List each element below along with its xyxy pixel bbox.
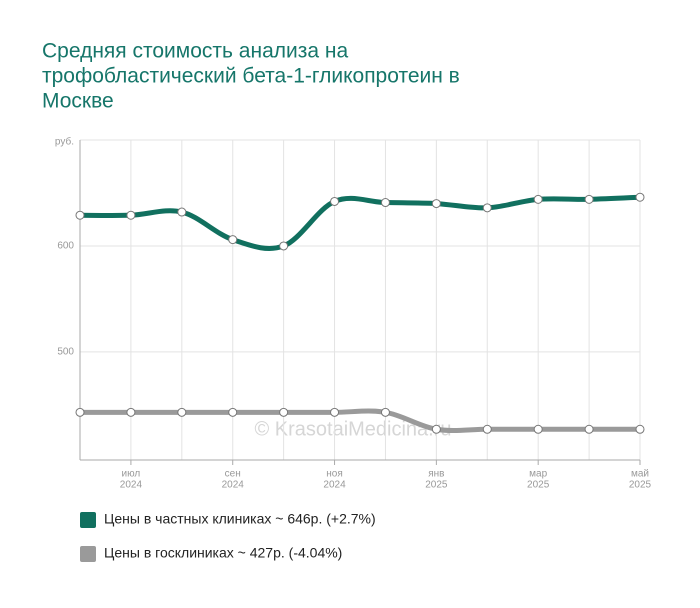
x-tick-label: мар <box>529 469 547 480</box>
point <box>482 203 492 213</box>
point <box>380 198 390 208</box>
point <box>533 424 543 434</box>
x-tick-label: сен <box>225 469 241 480</box>
point <box>330 196 340 206</box>
point <box>431 424 441 434</box>
point <box>533 194 543 204</box>
chart-title: Средняя стоимость анализа на <box>42 40 348 63</box>
x-tick-label: ноя <box>326 469 343 480</box>
x-tick-label: май <box>631 469 649 480</box>
point <box>228 235 238 245</box>
legend-label: Цены в частных клиниках ~ 646р. (+2.7%) <box>104 511 376 527</box>
x-tick-label: 2025 <box>629 480 652 491</box>
y-axis-label: руб. <box>55 136 74 148</box>
legend-swatch <box>80 512 96 528</box>
y-tick-label: 500 <box>57 347 74 358</box>
series-line <box>79 194 641 251</box>
point <box>635 424 645 434</box>
x-tick-label: июл <box>122 469 141 480</box>
point <box>584 424 594 434</box>
x-tick-label: 2024 <box>222 480 245 491</box>
legend-swatch <box>80 546 96 562</box>
point <box>126 210 136 220</box>
chart-title: Москве <box>42 90 114 113</box>
x-tick-label: 2025 <box>527 480 550 491</box>
point <box>279 241 289 251</box>
point <box>126 407 136 417</box>
point <box>177 207 187 217</box>
point <box>177 407 187 417</box>
x-tick-label: 2025 <box>425 480 448 491</box>
x-tick-label: 2024 <box>120 480 143 491</box>
x-tick-label: 2024 <box>323 480 346 491</box>
point <box>431 199 441 209</box>
point <box>482 424 492 434</box>
point <box>380 407 390 417</box>
point <box>279 407 289 417</box>
point <box>330 407 340 417</box>
watermark: © KrasotaiMedicina.ru <box>254 418 451 440</box>
chart-title: трофобластический бета-1-гликопротеин в <box>42 65 460 88</box>
point <box>584 194 594 204</box>
x-tick-label: янв <box>428 469 444 480</box>
point <box>228 407 238 417</box>
y-tick-label: 600 <box>57 241 74 252</box>
point <box>635 192 645 202</box>
point <box>75 210 85 220</box>
legend-label: Цены в госклиниках ~ 427р. (-4.04%) <box>104 545 342 561</box>
point <box>75 407 85 417</box>
